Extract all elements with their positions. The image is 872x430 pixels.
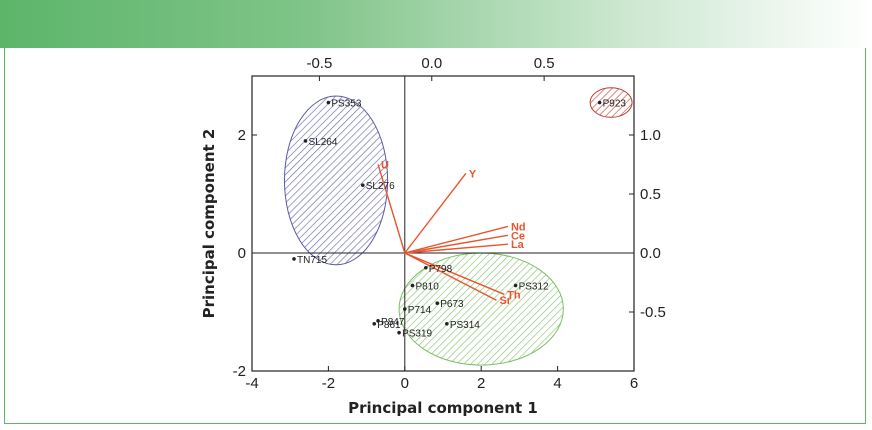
right-tick-label: -0.5 (640, 304, 666, 321)
point-label-p923: P923 (603, 99, 627, 110)
loading-vector-u (377, 164, 406, 254)
point-label-p847: P847 (381, 317, 405, 328)
x-tick-label: 2 (477, 375, 485, 392)
top-tick-label: 0.5 (534, 55, 555, 72)
loading-vector-ce (404, 234, 509, 254)
y-tick-label: 0 (238, 245, 246, 262)
point-ps319 (397, 330, 401, 335)
point-tn715 (292, 257, 296, 261)
point-label-p861: P861 (377, 320, 401, 331)
point-label-p798: P798 (429, 264, 453, 275)
y-tick-label: 2 (238, 127, 246, 144)
top-tick-label: 0.0 (421, 55, 442, 72)
loading-label-th: Th (507, 289, 521, 301)
loading-vector-sr (404, 252, 497, 301)
point-p847 (376, 319, 380, 323)
right-tick-label: 1.0 (640, 127, 661, 144)
plot-border (251, 75, 635, 372)
point-ps314 (445, 322, 449, 326)
loading-label-ce: Ce (511, 230, 525, 242)
point-p861 (372, 322, 377, 326)
cluster-ellipse-1 (283, 95, 389, 266)
top-tick-label: -0.5 (306, 55, 332, 72)
point-ps353 (326, 100, 331, 105)
loading-label-u: U (381, 160, 389, 172)
cluster-ellipse-3 (589, 87, 633, 118)
point-label-ps319: PS319 (402, 329, 432, 340)
point-label-ps312: PS312 (519, 281, 549, 292)
point-p714 (403, 307, 407, 311)
point-p923 (597, 100, 602, 105)
loading-label-nd: Nd (511, 221, 526, 233)
cluster-ellipses (283, 87, 633, 366)
x-tick-label: -4 (245, 375, 258, 392)
point-label-p810: P810 (415, 281, 439, 292)
x-tick-label: 0 (401, 375, 409, 392)
right-tick-label: 0.0 (640, 245, 661, 262)
score-points: PS353 SL264 SL276 TN715 P923 P798 P810 PS312 P67… (292, 99, 626, 340)
header-banner (0, 0, 872, 48)
point-label-ps353: PS353 (331, 99, 361, 110)
loading-label-la: La (511, 239, 525, 251)
point-label-sl276: SL276 (366, 181, 395, 192)
point-ps312 (513, 283, 518, 288)
loading-vector-nd (404, 225, 509, 254)
x-tick-label: -2 (322, 375, 335, 392)
point-p810 (410, 283, 415, 288)
right-tick-label: 0.5 (640, 186, 661, 203)
x-tick-label: 4 (553, 375, 561, 392)
loading-label-sr: Sr (499, 295, 511, 307)
point-label-p673: P673 (440, 299, 464, 310)
point-label-p714: P714 (408, 305, 432, 316)
loading-vector-y (404, 172, 467, 254)
loading-label-y: Y (469, 168, 477, 180)
x-axis-label: Principal component 1 (348, 399, 538, 417)
point-sl264 (303, 139, 308, 143)
point-label-tn715: TN715 (297, 255, 327, 266)
point-label-sl264: SL264 (308, 137, 337, 148)
axes: -4 -2 0 2 4 6-202-0.5 0.0 0.5-0.50.00.51.0 (233, 55, 666, 392)
x-tick-label: 6 (630, 375, 638, 392)
y-axis-label: Principal component 2 (200, 129, 218, 319)
loading-vector-la (404, 243, 508, 254)
point-sl276 (360, 183, 365, 187)
point-label-ps314: PS314 (450, 320, 480, 331)
y-tick-label: -2 (233, 363, 246, 380)
point-p673 (435, 301, 440, 305)
figure-frame (4, 48, 866, 424)
point-p798 (424, 265, 428, 270)
loading-vector-th (404, 252, 505, 295)
